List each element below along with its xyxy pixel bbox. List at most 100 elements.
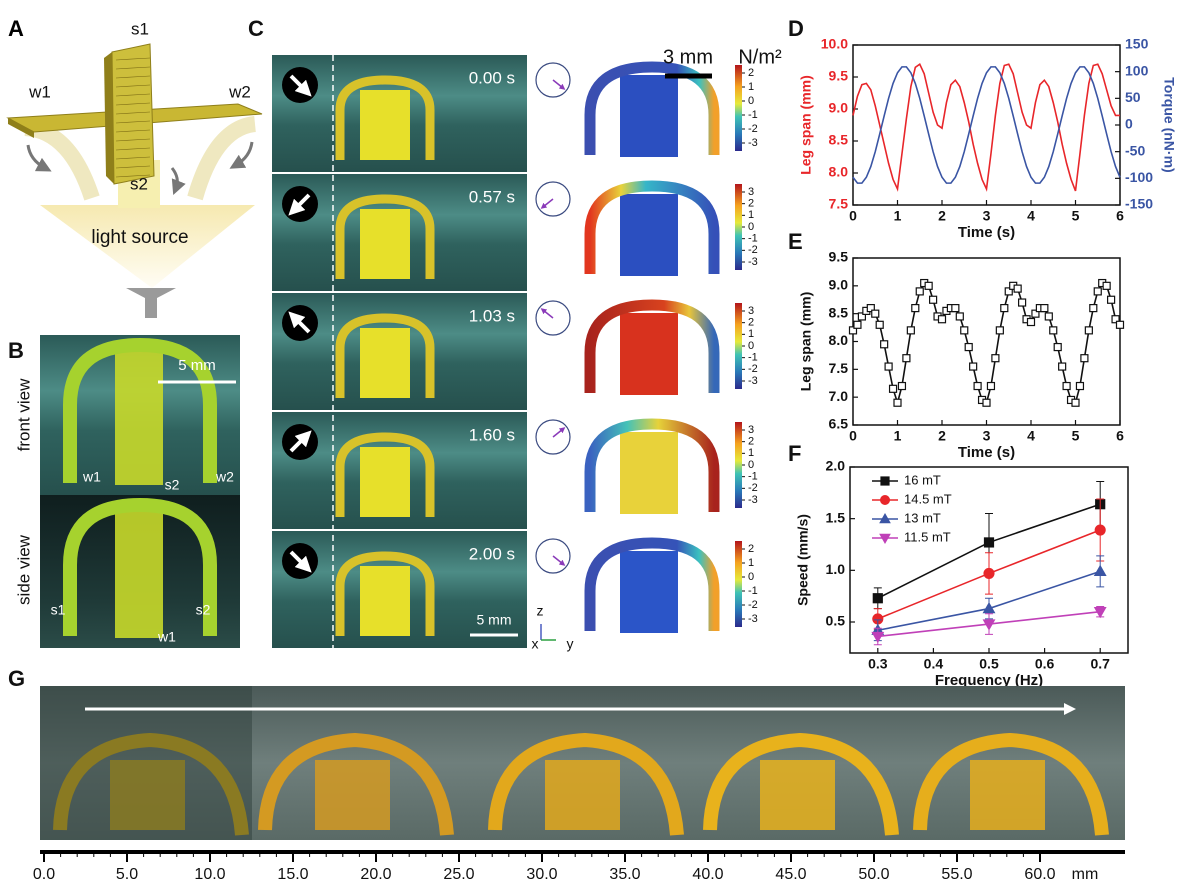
y-tick-label: 1.0 xyxy=(826,561,846,577)
series-line xyxy=(853,67,1120,183)
marker xyxy=(965,344,972,351)
marker xyxy=(1041,305,1048,312)
colorbar-label: -1 xyxy=(748,233,758,245)
marker xyxy=(894,399,901,406)
marker xyxy=(983,399,990,406)
y-tick-label: 8.0 xyxy=(829,164,849,180)
marker xyxy=(1090,305,1097,312)
panel-label: C xyxy=(248,16,264,41)
part-label: w2 xyxy=(228,82,251,101)
marker xyxy=(1054,344,1061,351)
colorbar xyxy=(735,541,742,627)
scale-label: 10.0 xyxy=(194,866,225,883)
marker xyxy=(1050,327,1057,334)
time-label: 0.57 s xyxy=(469,187,515,206)
colorbar-label: 3 xyxy=(748,424,754,436)
scale-label: 50.0 xyxy=(858,866,889,883)
marker xyxy=(992,355,999,362)
x-tick-label: 0.7 xyxy=(1090,656,1110,672)
marker xyxy=(885,363,892,370)
legend-label: 16 mT xyxy=(904,472,941,487)
colorbar-label: 2 xyxy=(748,67,754,79)
y2-tick-label: -100 xyxy=(1125,169,1153,185)
y2-axis-label: Torque (nN·m) xyxy=(1161,77,1177,172)
marker xyxy=(873,594,882,603)
x-tick-label: 0.4 xyxy=(924,656,944,672)
body xyxy=(115,507,163,638)
lamp xyxy=(126,288,176,318)
marker xyxy=(1081,355,1088,362)
marker xyxy=(881,341,888,348)
body xyxy=(115,347,163,485)
colorbar-label: -1 xyxy=(748,109,758,121)
scale-label: 3 mm xyxy=(663,46,713,68)
y-tick-label: 9.0 xyxy=(829,277,849,293)
colorbar-label: 1 xyxy=(748,447,754,459)
unit-label: N/m² xyxy=(738,46,782,68)
x-axis-label: Time (s) xyxy=(958,224,1015,241)
marker xyxy=(961,327,968,334)
panel-label: B xyxy=(8,338,24,363)
colorbar-label: -3 xyxy=(748,613,758,625)
marker xyxy=(984,568,994,578)
time-label: 1.60 s xyxy=(469,425,515,444)
y-tick-label: 6.5 xyxy=(829,416,849,432)
x-tick-label: 0.3 xyxy=(868,656,888,672)
panel-label: D xyxy=(788,16,804,41)
scale-label: 55.0 xyxy=(941,866,972,883)
scale-label: 0.0 xyxy=(33,866,55,883)
marker xyxy=(903,355,910,362)
scale-label: 30.0 xyxy=(526,866,557,883)
marker xyxy=(1001,305,1008,312)
marker xyxy=(898,383,905,390)
colorbar-label: 0 xyxy=(748,340,754,352)
part-label: w1 xyxy=(82,469,101,485)
marker xyxy=(925,282,932,289)
marker xyxy=(1108,296,1115,303)
scale-label: 5 mm xyxy=(477,612,512,628)
scale-label: 35.0 xyxy=(609,866,640,883)
x-tick-label: 5 xyxy=(1072,208,1080,224)
y2-tick-label: 100 xyxy=(1125,62,1149,78)
arrow xyxy=(236,142,252,165)
caption: light source xyxy=(91,227,188,248)
x-tick-label: 3 xyxy=(983,208,991,224)
colorbar xyxy=(735,303,742,389)
figure: A light sources1w1w2s2B5 mmfront viewsid… xyxy=(0,0,1183,886)
marker xyxy=(996,327,1003,334)
marker xyxy=(1028,319,1035,326)
marker xyxy=(912,305,919,312)
legend-marker xyxy=(881,477,889,485)
marker xyxy=(1019,299,1026,306)
marker xyxy=(1095,566,1106,575)
body xyxy=(545,760,620,830)
sim-body xyxy=(620,551,678,633)
scale-label: 20.0 xyxy=(360,866,391,883)
view-title: front view xyxy=(14,378,33,451)
y-tick-label: 9.0 xyxy=(829,100,849,116)
y-tick-label: 2.0 xyxy=(826,458,846,474)
x-tick-label: 4 xyxy=(1027,428,1035,444)
scale-label: 60.0 xyxy=(1024,866,1055,883)
colorbar-label: 2 xyxy=(748,198,754,210)
colorbar xyxy=(735,184,742,270)
scale-label: 25.0 xyxy=(443,866,474,883)
colorbar-label: -2 xyxy=(748,244,758,256)
colorbar-label: -2 xyxy=(748,599,758,611)
body xyxy=(360,328,410,398)
colorbar xyxy=(735,422,742,508)
colorbar-label: 1 xyxy=(748,328,754,340)
panel-label: E xyxy=(788,229,803,254)
panel-label: F xyxy=(788,441,801,466)
marker xyxy=(970,363,977,370)
sim-body xyxy=(620,194,678,276)
y-tick-label: 1.5 xyxy=(826,509,846,525)
part-label: s2 xyxy=(165,477,180,493)
legend-label: 13 mT xyxy=(904,510,941,525)
marker xyxy=(1117,321,1124,328)
part-label: w2 xyxy=(215,469,234,485)
marker xyxy=(1059,363,1066,370)
x-tick-label: 0 xyxy=(849,428,857,444)
view-title: side view xyxy=(14,534,33,605)
part-label: s2 xyxy=(196,602,211,618)
